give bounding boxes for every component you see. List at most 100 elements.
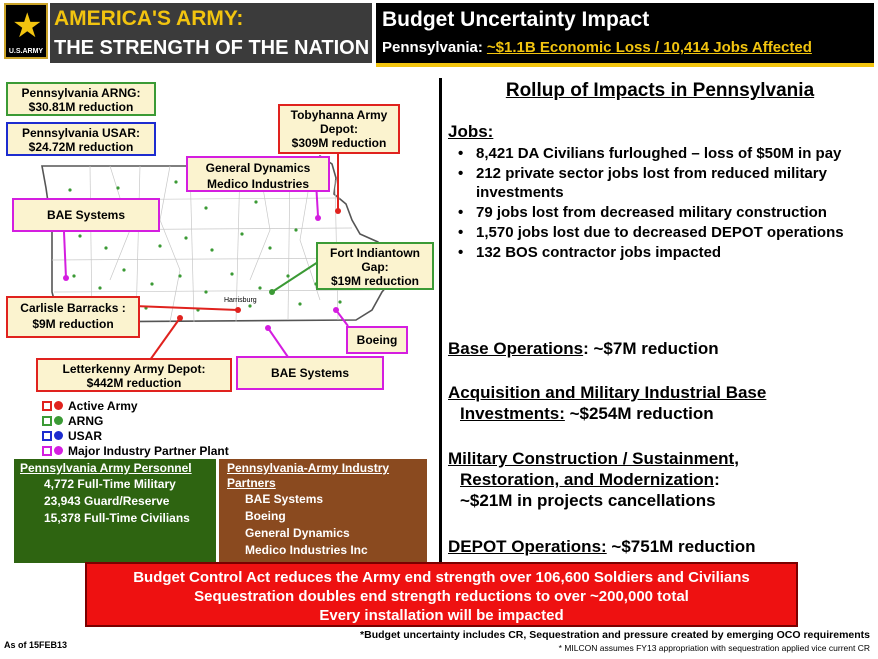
military-construction: Military Construction / Sustainment, Res… bbox=[448, 448, 872, 511]
gd-marker bbox=[315, 215, 321, 221]
legend-item-arng: ARNG bbox=[42, 413, 229, 428]
list-item: 8,421 DA Civilians furloughed – loss of … bbox=[456, 144, 866, 163]
partners-box: Pennsylvania-Army Industry Partners BAE … bbox=[219, 459, 427, 563]
army-title-line2: THE STRENGTH OF THE NATION bbox=[54, 37, 370, 59]
indiantown-marker bbox=[269, 289, 275, 295]
legend-square bbox=[42, 400, 52, 411]
depot-label: DEPOT Operations: bbox=[448, 537, 607, 556]
budget-state: Pennsylvania: bbox=[382, 39, 483, 56]
callout-tobyhanna: Tobyhanna Army Depot: $309M reduction bbox=[278, 104, 400, 154]
legend-dot bbox=[54, 431, 63, 440]
partner-line: Medico Industries Inc bbox=[245, 543, 368, 557]
tobyhanna-marker bbox=[335, 208, 341, 214]
legend-square bbox=[42, 415, 52, 426]
legend: Active Army ARNG USAR Major Industry Par… bbox=[42, 398, 229, 458]
milcon-colon: : bbox=[714, 470, 720, 489]
legend-label: Active Army bbox=[68, 398, 138, 413]
rollup-title: Rollup of Impacts in Pennsylvania bbox=[505, 80, 815, 101]
as-of-date: As of 15FEB13 bbox=[4, 640, 68, 650]
callout-usar: Pennsylvania USAR: $24.72M reduction bbox=[6, 122, 156, 156]
personnel-box: Pennsylvania Army Personnel 4,772 Full-T… bbox=[14, 459, 216, 563]
footnote-2: * MILCON assumes FY13 appropriation with… bbox=[558, 643, 870, 653]
legend-item-industry: Major Industry Partner Plant bbox=[42, 443, 229, 458]
partner-line: Boeing bbox=[245, 509, 286, 523]
base-ops-label: Base Operations bbox=[448, 339, 584, 358]
milcon-label-2: Restoration, and Modernization bbox=[460, 470, 715, 489]
logo-text: U.S.ARMY bbox=[8, 48, 44, 55]
banner-line: Every installation will be impacted bbox=[319, 607, 564, 624]
budget-subtitle: Pennsylvania: ~$1.1B Economic Loss / 10,4… bbox=[382, 39, 812, 56]
legend-item-active-army: Active Army bbox=[42, 398, 229, 413]
legend-dot bbox=[54, 401, 63, 410]
legend-label: Major Industry Partner Plant bbox=[68, 443, 229, 458]
personnel-line: 23,943 Guard/Reserve bbox=[44, 494, 170, 508]
map-svg: Harrisburg bbox=[41, 152, 393, 361]
callout-letterkenny: Letterkenny Army Depot: $442M reduction bbox=[36, 358, 232, 392]
army-title-box: AMERICA'S ARMY: THE STRENGTH OF THE NATI… bbox=[50, 3, 372, 63]
leader-bae-west bbox=[63, 231, 67, 279]
banner-line: Budget Control Act reduces the Army end … bbox=[133, 569, 750, 586]
partners-title: Pennsylvania-Army Industry Partners bbox=[227, 461, 390, 490]
acq-value: ~$254M reduction bbox=[564, 404, 714, 423]
leader-indiantown bbox=[271, 261, 319, 293]
harrisburg-label: Harrisburg bbox=[224, 297, 257, 304]
callout-bae-south: BAE Systems bbox=[236, 356, 384, 390]
banner-line: Sequestration doubles end strength reduc… bbox=[194, 588, 689, 605]
army-logo: ★ U.S.ARMY bbox=[4, 3, 48, 59]
acq-label-1: Acquisition and Military Industrial Base bbox=[448, 383, 767, 402]
acq-label-2: Investments: bbox=[460, 404, 565, 423]
footnote-1: *Budget uncertainty includes CR, Sequest… bbox=[360, 629, 870, 641]
callout-boeing: Boeing bbox=[346, 326, 408, 354]
star-icon: ★ bbox=[12, 7, 43, 45]
depot-operations: DEPOT Operations: ~$751M reduction bbox=[448, 536, 872, 557]
personnel-title: Pennsylvania Army Personnel bbox=[20, 461, 192, 475]
list-item: 1,570 jobs lost due to decreased DEPOT o… bbox=[456, 223, 866, 242]
leader-boeing bbox=[335, 309, 349, 327]
legend-square bbox=[42, 445, 52, 456]
depot-value: ~$751M reduction bbox=[606, 537, 756, 556]
leader-bae-south bbox=[267, 327, 291, 361]
bae-south-marker bbox=[265, 325, 271, 331]
personnel-line: 4,772 Full-Time Military bbox=[44, 477, 176, 491]
legend-dot bbox=[54, 446, 63, 455]
boeing-marker bbox=[333, 307, 339, 313]
partner-line: General Dynamics bbox=[245, 526, 350, 540]
callout-bae-west: BAE Systems bbox=[12, 198, 160, 232]
legend-label: USAR bbox=[68, 428, 103, 443]
legend-label: ARNG bbox=[68, 413, 104, 428]
callout-carlisle: Carlisle Barracks : $9M reduction bbox=[6, 296, 140, 338]
callout-fort-indiantown: Fort Indiantown Gap: $19M reduction bbox=[316, 242, 434, 290]
acquisition: Acquisition and Military Industrial Base… bbox=[448, 382, 872, 424]
list-item: 79 jobs lost from decreased military con… bbox=[456, 203, 866, 222]
base-ops-value: : ~$7M reduction bbox=[583, 339, 719, 358]
letterkenny-marker bbox=[177, 315, 183, 321]
carlisle-marker bbox=[235, 307, 241, 313]
list-item: 212 private sector jobs lost from reduce… bbox=[456, 164, 866, 202]
legend-square bbox=[42, 430, 52, 441]
bae-west-marker bbox=[63, 275, 69, 281]
column-divider bbox=[439, 78, 442, 562]
partner-line: BAE Systems bbox=[245, 492, 324, 506]
rollup-panel: Rollup of Impacts in Pennsylvania Jobs: … bbox=[446, 80, 874, 556]
acq-line-2: Investments: ~$254M reduction bbox=[448, 403, 872, 424]
milcon-line-2: Restoration, and Modernization: bbox=[448, 469, 872, 490]
budget-title-box: Budget Uncertainty Impact Pennsylvania: ~… bbox=[376, 3, 874, 63]
personnel-line: 15,378 Full-Time Civilians bbox=[44, 511, 190, 525]
list-item: 132 BOS contractor jobs impacted bbox=[456, 243, 866, 262]
budget-control-banner: Budget Control Act reduces the Army end … bbox=[85, 562, 798, 627]
milcon-value: ~$21M in projects cancellations bbox=[460, 491, 716, 510]
army-title-line1: AMERICA'S ARMY: bbox=[54, 7, 244, 30]
leader-carlisle bbox=[133, 305, 239, 311]
budget-impact: ~$1.1B Economic Loss / 10,414 Jobs Affec… bbox=[486, 39, 812, 56]
header-rule bbox=[376, 63, 874, 67]
callout-arng: Pennsylvania ARNG: $30.81M reduction bbox=[6, 82, 156, 116]
header: ★ U.S.ARMY AMERICA'S ARMY: THE STRENGTH … bbox=[0, 0, 878, 68]
leader-letterkenny bbox=[149, 317, 181, 361]
jobs-heading: Jobs: bbox=[448, 122, 494, 141]
legend-item-usar: USAR bbox=[42, 428, 229, 443]
base-operations: Base Operations: ~$7M reduction bbox=[448, 338, 872, 359]
milcon-label-1: Military Construction / Sustainment, bbox=[448, 449, 739, 468]
callout-general-dynamics: General Dynamics Medico Industries bbox=[186, 156, 330, 192]
jobs-list: 8,421 DA Civilians furloughed – loss of … bbox=[456, 144, 866, 263]
legend-dot bbox=[54, 416, 63, 425]
